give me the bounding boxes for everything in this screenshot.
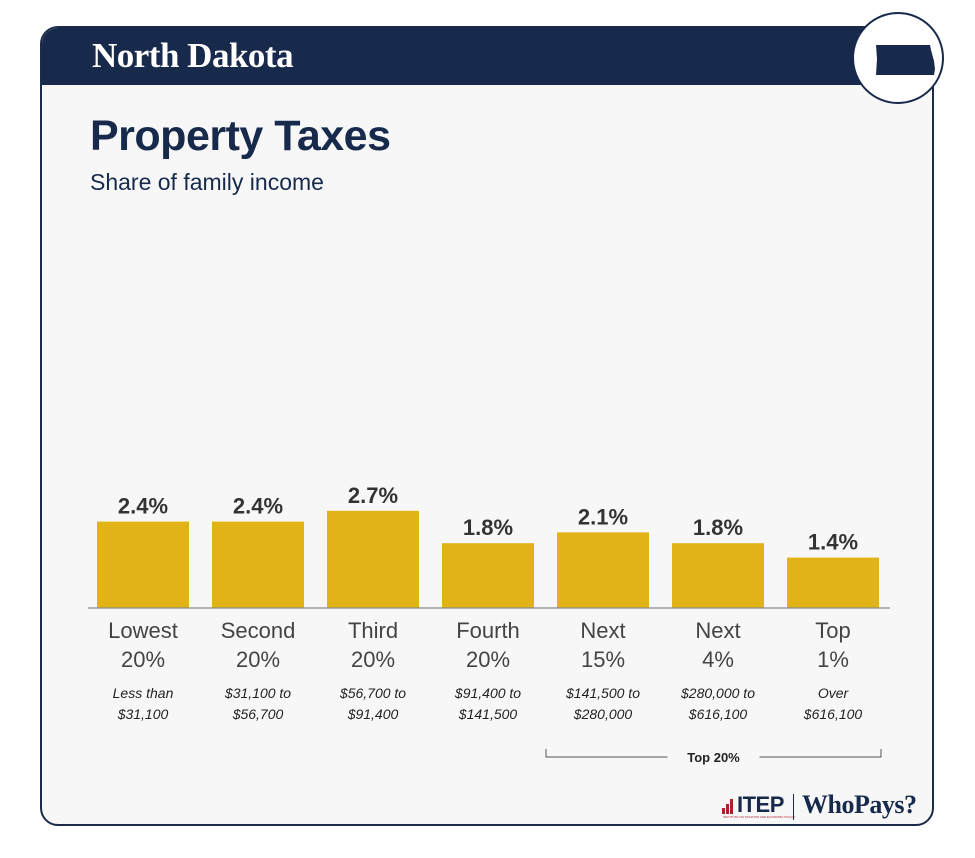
bar bbox=[442, 543, 534, 608]
category-label: Lowest bbox=[108, 618, 178, 643]
bar bbox=[787, 557, 879, 608]
north-dakota-map-icon bbox=[876, 45, 935, 75]
income-range-label: $141,500 to bbox=[565, 685, 640, 701]
bar bbox=[327, 510, 419, 608]
bar-value-label: 2.1% bbox=[578, 504, 628, 529]
state-badge bbox=[852, 12, 944, 104]
chart-card: North Dakota bbox=[40, 26, 934, 826]
bar-value-label: 2.7% bbox=[348, 483, 398, 508]
category-label: 20% bbox=[466, 647, 510, 672]
income-range-label: $31,100 bbox=[117, 706, 169, 722]
category-label: Third bbox=[348, 618, 398, 643]
bar bbox=[97, 521, 189, 608]
income-range-label: $91,400 to bbox=[454, 685, 521, 701]
bar bbox=[557, 532, 649, 608]
category-label: Fourth bbox=[456, 618, 520, 643]
income-range-label: $56,700 to bbox=[339, 685, 406, 701]
income-range-label: $616,100 bbox=[688, 706, 748, 722]
category-label: 15% bbox=[581, 647, 625, 672]
income-range-label: Over bbox=[818, 685, 850, 701]
bracket-line-right bbox=[759, 749, 882, 758]
whopays-logo: WhoPays? bbox=[802, 790, 917, 819]
income-range-label: $280,000 bbox=[573, 706, 633, 722]
category-label: 20% bbox=[351, 647, 395, 672]
bar-value-label: 1.8% bbox=[463, 515, 513, 540]
income-range-label: $141,500 bbox=[458, 706, 518, 722]
category-label: 20% bbox=[121, 647, 165, 672]
category-label: 4% bbox=[702, 647, 734, 672]
itep-logo-text: ITEP bbox=[737, 792, 784, 817]
income-range-label: $56,700 bbox=[232, 706, 284, 722]
income-range-label: Less than bbox=[113, 685, 174, 701]
bar bbox=[212, 521, 304, 608]
footer-logos: ITEP INSTITUTE ON TAXATION AND ECONOMIC … bbox=[722, 790, 932, 824]
category-label: Top bbox=[815, 618, 850, 643]
bar-value-label: 2.4% bbox=[233, 494, 283, 519]
bar-value-label: 1.8% bbox=[693, 515, 743, 540]
category-label: 20% bbox=[236, 647, 280, 672]
bar-value-label: 1.4% bbox=[808, 530, 858, 555]
category-label: Next bbox=[695, 618, 740, 643]
itep-logo-subtitle: INSTITUTE ON TAXATION AND ECONOMIC POLIC… bbox=[723, 815, 796, 819]
bracket-label: Top 20% bbox=[687, 750, 740, 765]
chart-subtitle: Share of family income bbox=[90, 169, 324, 195]
state-name: North Dakota bbox=[92, 36, 294, 75]
logo-divider bbox=[793, 794, 794, 820]
category-label: 1% bbox=[817, 647, 849, 672]
income-range-label: $280,000 to bbox=[680, 685, 755, 701]
chart-title: Property Taxes bbox=[90, 112, 391, 160]
income-range-label: $616,100 bbox=[803, 706, 863, 722]
itep-logo-icon bbox=[722, 799, 736, 814]
income-range-label: $91,400 bbox=[347, 706, 399, 722]
category-label: Next bbox=[580, 618, 625, 643]
bar-value-label: 2.4% bbox=[118, 494, 168, 519]
header-bar: North Dakota bbox=[42, 28, 932, 85]
category-label: Second bbox=[221, 618, 296, 643]
income-range-label: $31,100 to bbox=[224, 685, 291, 701]
bar bbox=[672, 543, 764, 608]
bracket-line-left bbox=[545, 749, 668, 758]
